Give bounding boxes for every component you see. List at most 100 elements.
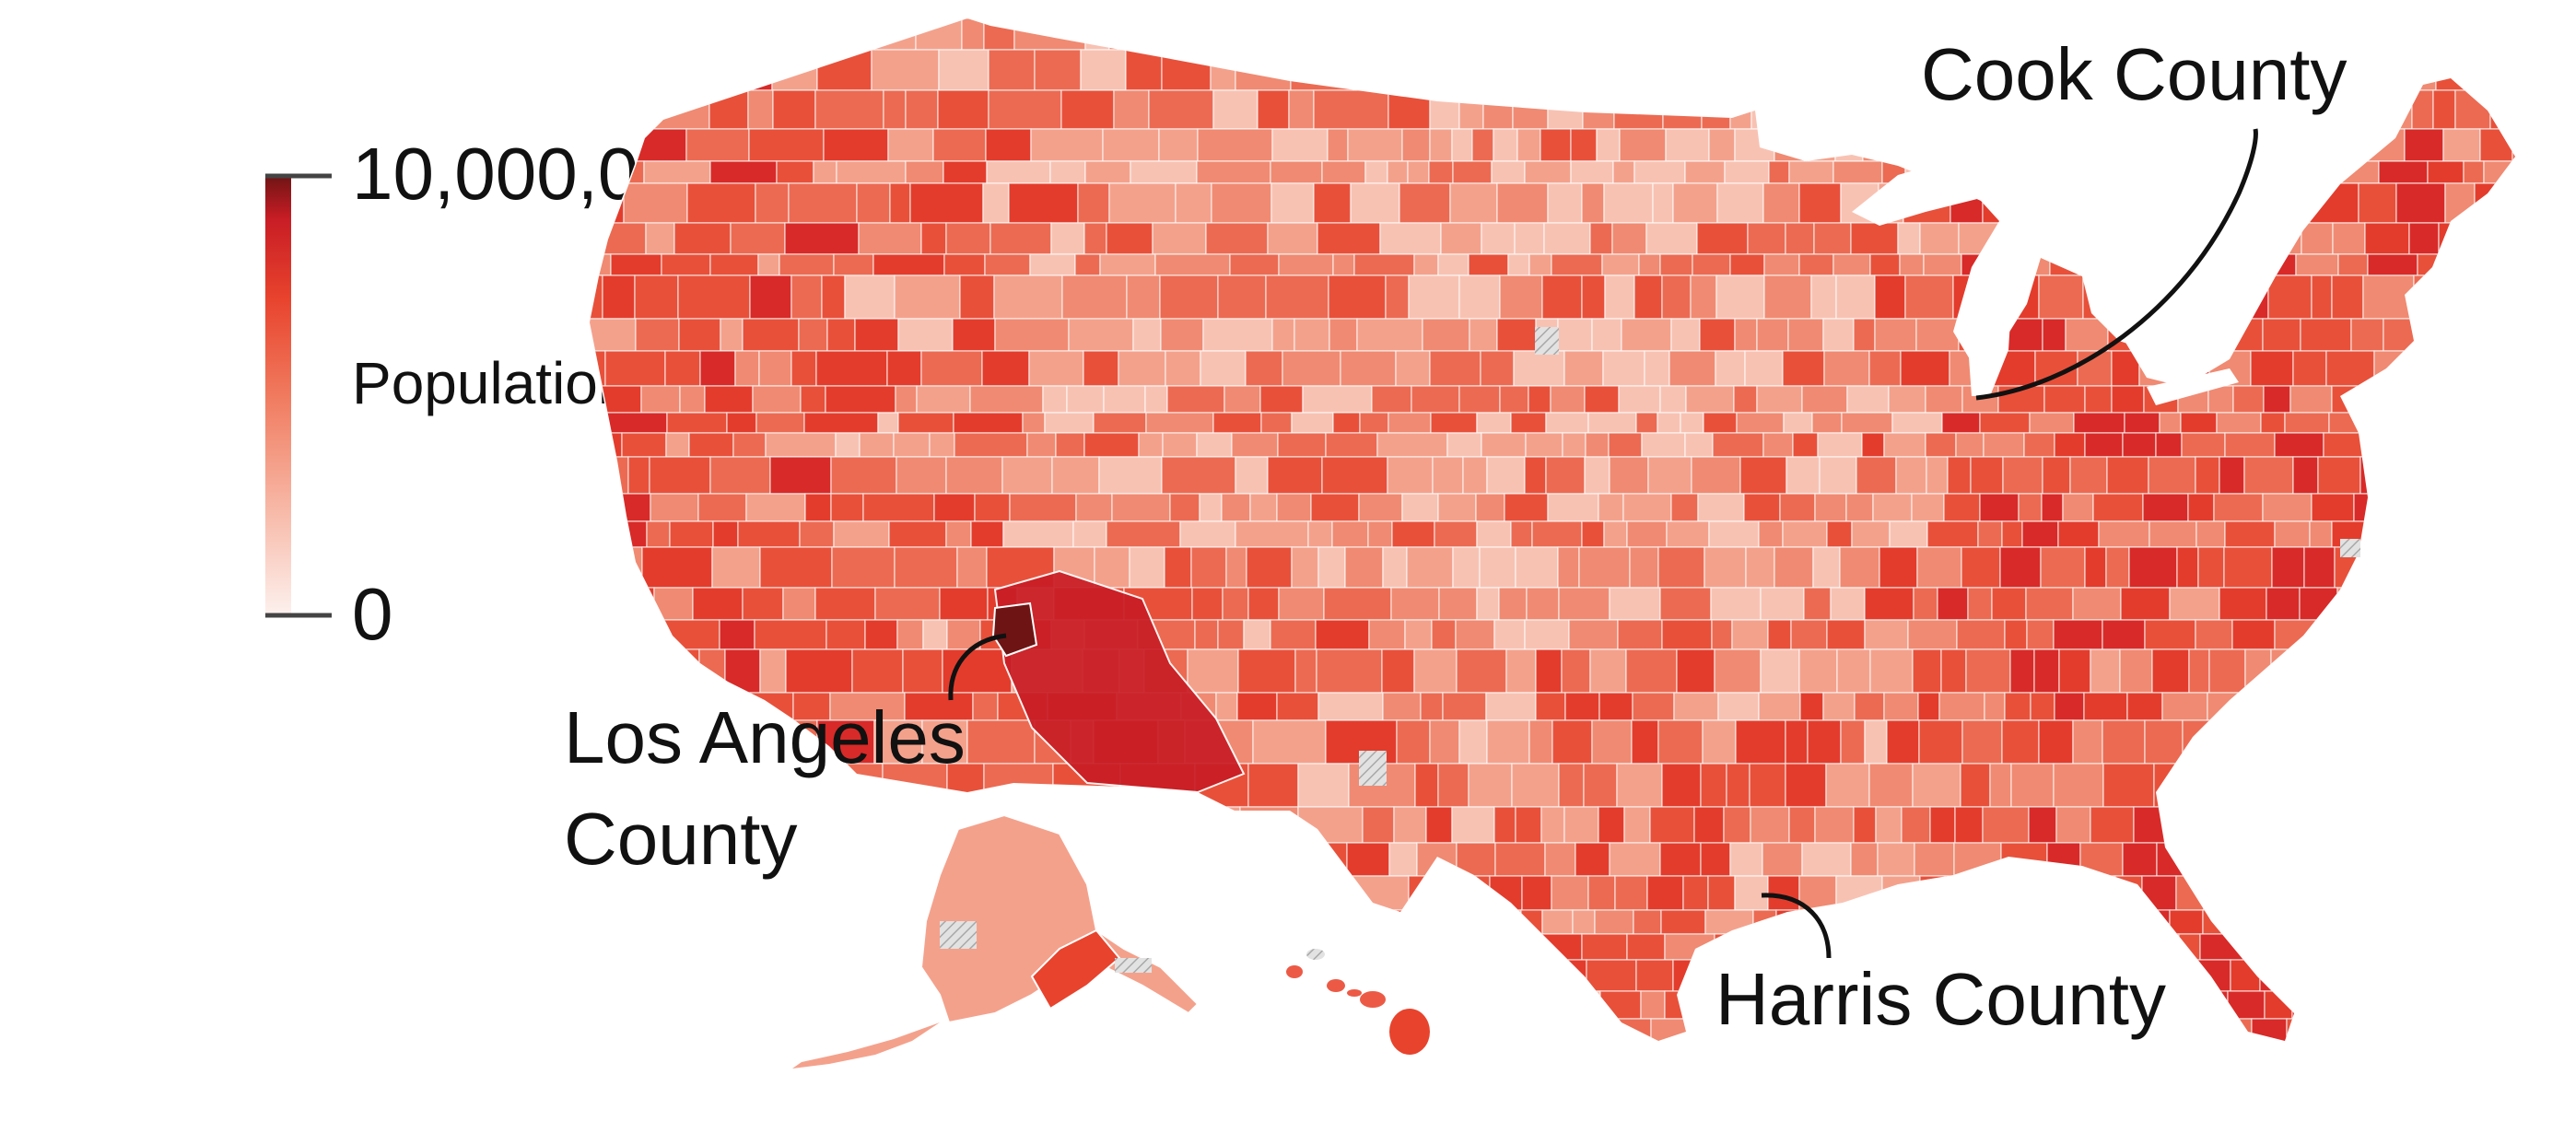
county-cell (2130, 182, 2166, 224)
county-cell (2421, 959, 2461, 992)
county-cell (2428, 493, 2474, 522)
county-cell (1819, 456, 1857, 495)
county-cell (1270, 959, 1337, 992)
county-cell (1129, 546, 1165, 589)
county-cell (2033, 648, 2060, 694)
county-cell (1387, 456, 1434, 495)
county-cell (1817, 432, 1863, 458)
county-cell (1875, 806, 1903, 844)
county-cell (2512, 719, 2515, 765)
county-cell (1145, 412, 1214, 434)
county-cell (2202, 909, 2240, 935)
county-cell (646, 520, 671, 548)
lake-michigan (1967, 258, 2013, 396)
county-cell (1540, 128, 1572, 162)
contiguous-us (588, 17, 2517, 1043)
county-cell (1886, 909, 1911, 935)
county-cell (2462, 692, 2503, 721)
county-cell (1587, 412, 1637, 434)
county-cell (1458, 719, 1488, 765)
county-cell (2180, 412, 2218, 434)
county-cell (2065, 318, 2109, 352)
county-cell (1883, 692, 1919, 721)
county-cell (1407, 160, 1430, 184)
county-cell (2214, 719, 2242, 765)
county-cell (1271, 128, 1329, 162)
county-cell (2240, 719, 2284, 765)
county-cell (2417, 648, 2465, 694)
county-cell (1394, 959, 1422, 992)
county-cell (1979, 493, 2020, 522)
county-cell (1413, 648, 1458, 694)
county-cell (806, 990, 850, 1020)
county-cell (590, 520, 648, 548)
county-cell (2297, 842, 2320, 877)
county-cell (939, 587, 989, 621)
county-cell (2468, 587, 2497, 621)
county-cell (1452, 546, 1481, 589)
county-cell (1991, 128, 2042, 162)
county-cell (765, 432, 837, 458)
county-cell (709, 253, 759, 276)
county-cell (2271, 546, 2305, 589)
county-cell (1970, 456, 2004, 495)
county-cell (854, 318, 899, 352)
county-cell (2025, 587, 2074, 621)
county-cell (737, 520, 801, 548)
county-cell (1547, 182, 1583, 224)
county-cell (2049, 253, 2089, 276)
county-cell (2372, 546, 2400, 589)
county-cell (1586, 959, 1637, 992)
county-cell (1704, 909, 1754, 935)
county-cell (1547, 493, 1599, 522)
county-cell (1291, 412, 1334, 434)
county-cell (1602, 350, 1645, 387)
county-cell (1589, 648, 1627, 694)
county-cell (2333, 909, 2384, 935)
county-cell (1260, 412, 1293, 434)
county-cell (1734, 128, 1775, 162)
county-cell (894, 546, 958, 589)
county-cell (1516, 128, 1541, 162)
county-cell (746, 933, 801, 961)
county-cell (1682, 875, 1709, 911)
county-cell (2114, 875, 2143, 911)
no-data-county (940, 921, 977, 949)
county-cell (767, 18, 795, 51)
county-cell (1785, 222, 1815, 255)
county-cell (2395, 875, 2430, 911)
county-cell (1947, 456, 1972, 495)
lake-superior (1852, 157, 2008, 226)
county-cell (1451, 806, 1495, 844)
county-cell (1782, 520, 1828, 548)
county-cell (1524, 619, 1570, 650)
county-cell (1302, 385, 1373, 414)
county-cell (1749, 763, 1786, 808)
county-cell (755, 412, 805, 434)
county-cell (2453, 456, 2505, 495)
county-cell (1659, 253, 1693, 276)
county-cell (2470, 619, 2505, 650)
county-cell (1420, 692, 1444, 721)
county-cell (1612, 160, 1635, 184)
county-cell (1131, 909, 1154, 935)
county-cell (1527, 1018, 1552, 1041)
legend-min-label: 0 (352, 573, 393, 655)
county-cell (1633, 274, 1663, 320)
county-cell (2328, 412, 2362, 434)
county-cell (1961, 719, 2003, 765)
county-cell (1452, 160, 1493, 184)
county-cell (859, 432, 895, 458)
county-cell (871, 909, 918, 935)
county-cell (1235, 520, 1309, 548)
county-cell (1915, 318, 1960, 352)
county-cell (2283, 959, 2305, 992)
county-cell (1246, 546, 1293, 589)
county-cell (720, 318, 744, 352)
county-cell (1645, 222, 1698, 255)
county-cell (2207, 128, 2234, 162)
county-cell (1282, 350, 1341, 387)
county-cell (1601, 253, 1640, 276)
county-cell (1676, 648, 1715, 694)
county-cell (985, 128, 1032, 162)
